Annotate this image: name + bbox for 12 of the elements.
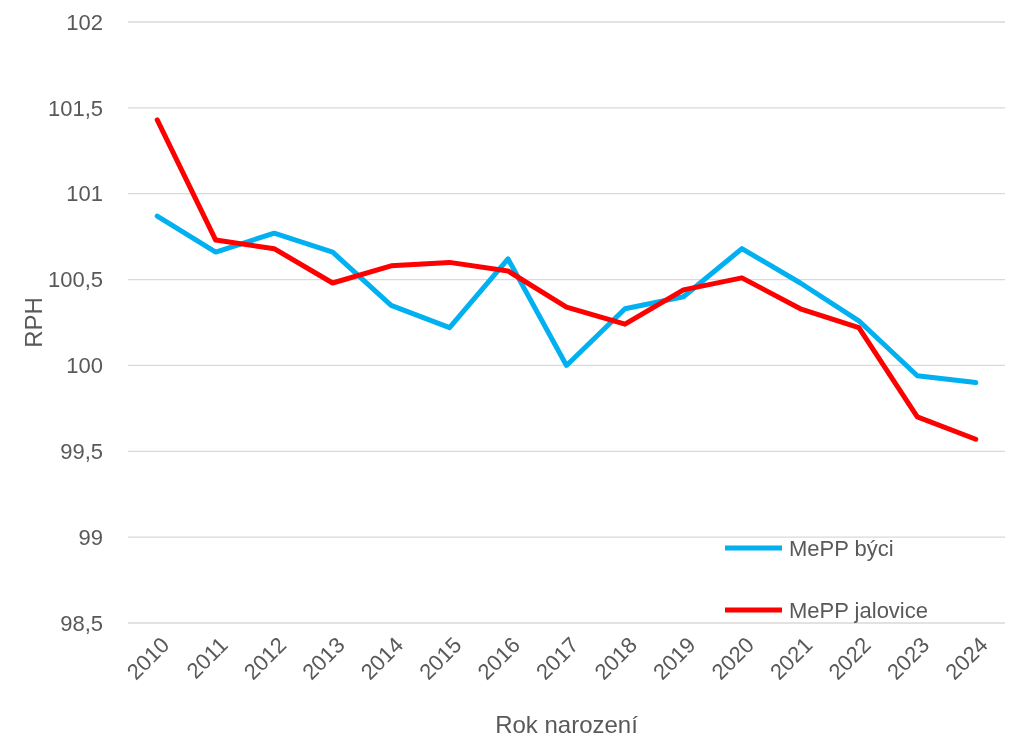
legend-label: MePP jalovice: [789, 597, 928, 623]
y-axis-title: RPH: [20, 297, 47, 348]
y-tick-label: 101,5: [47, 95, 103, 121]
y-tick-label: 100,5: [47, 267, 103, 293]
legend-label: MePP býci: [789, 535, 894, 561]
x-axis-title: Rok narození: [495, 711, 639, 738]
y-tick-label: 98,5: [60, 610, 103, 636]
y-tick-label: 99: [78, 524, 103, 550]
y-tick-label: 99,5: [60, 438, 103, 464]
y-tick-label: 100: [66, 353, 103, 379]
y-tick-label: 101: [66, 181, 103, 207]
y-tick-label: 102: [66, 9, 103, 35]
